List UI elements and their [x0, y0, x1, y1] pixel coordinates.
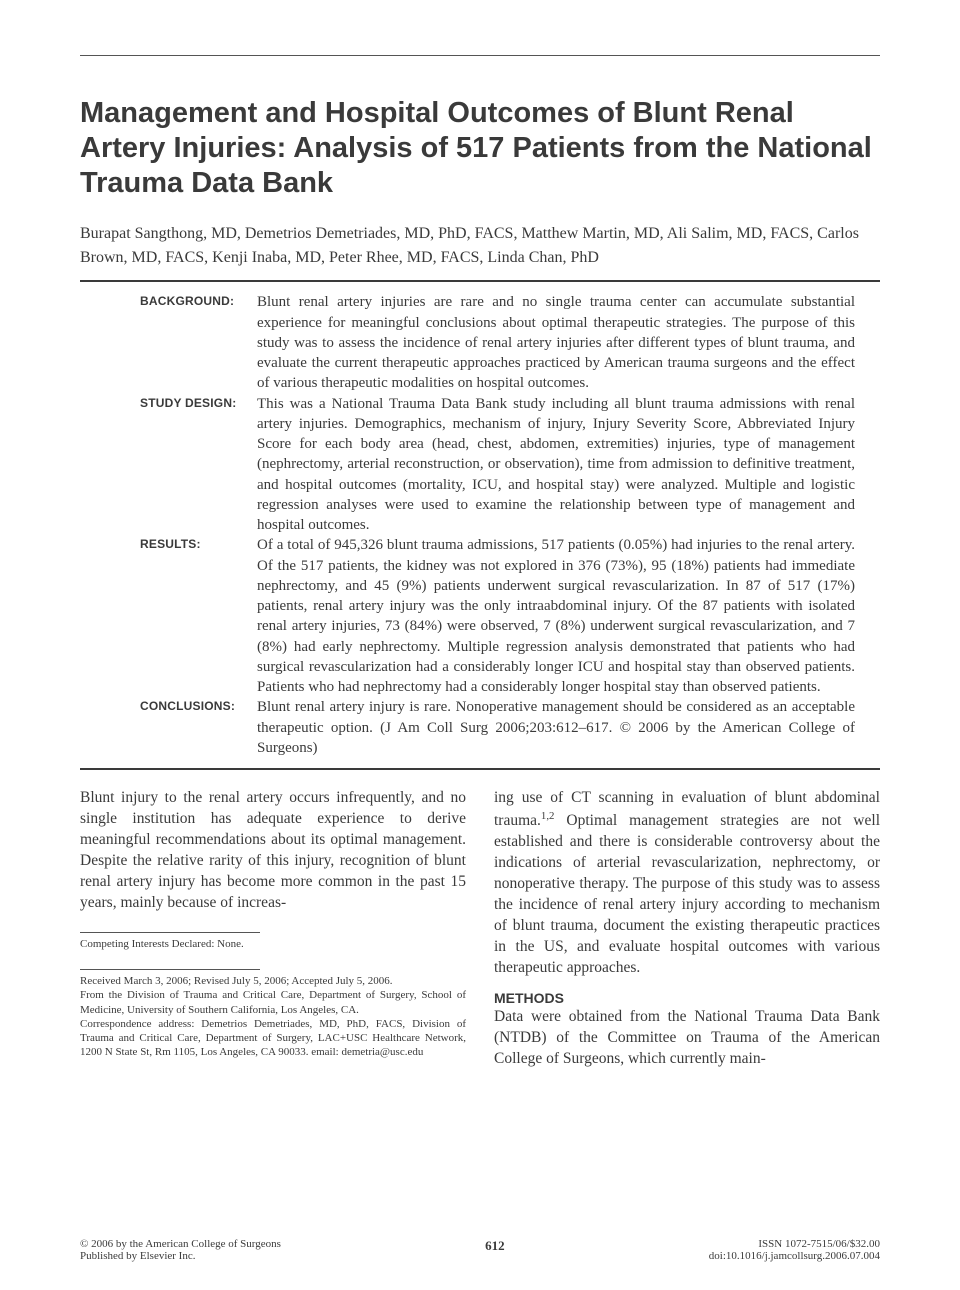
- footnote-rule: [80, 932, 260, 933]
- abstract-row: STUDY DESIGN: This was a National Trauma…: [140, 394, 855, 536]
- intro-paragraph: Blunt injury to the renal artery occurs …: [80, 788, 466, 914]
- footnote-received: Received March 3, 2006; Revised July 5, …: [80, 974, 466, 988]
- footnote-rule: [80, 969, 260, 970]
- col2-text-b: Optimal management strategies are not we…: [494, 812, 880, 975]
- abstract-text-background: Blunt renal artery injuries are rare and…: [257, 292, 855, 393]
- footer-issn: ISSN 1072-7515/06/$32.00: [709, 1238, 880, 1250]
- abstract-row: CONCLUSIONS: Blunt renal artery injury i…: [140, 697, 855, 758]
- top-rule: [80, 55, 880, 56]
- methods-paragraph: Data were obtained from the National Tra…: [494, 1007, 880, 1070]
- page-footer: © 2006 by the American College of Surgeo…: [80, 1238, 880, 1262]
- abstract-label-results: RESULTS:: [140, 535, 257, 697]
- page-number: 612: [485, 1238, 505, 1262]
- footer-publisher: Published by Elsevier Inc.: [80, 1250, 281, 1262]
- page: Management and Hospital Outcomes of Blun…: [0, 0, 960, 1110]
- footer-left: © 2006 by the American College of Surgeo…: [80, 1238, 281, 1262]
- footnote-correspondence: Correspondence address: Demetrios Demetr…: [80, 1017, 466, 1060]
- footnote-affiliation: From the Division of Trauma and Critical…: [80, 988, 466, 1017]
- abstract-label-conclusions: CONCLUSIONS:: [140, 697, 257, 758]
- author-list: Burapat Sangthong, MD, Demetrios Demetri…: [80, 222, 880, 270]
- paper-title: Management and Hospital Outcomes of Blun…: [80, 96, 880, 200]
- abstract-text-results: Of a total of 945,326 blunt trauma admis…: [257, 535, 855, 697]
- abstract-row: BACKGROUND: Blunt renal artery injuries …: [140, 292, 855, 393]
- body-columns: Blunt injury to the renal artery occurs …: [80, 788, 880, 1070]
- footer-doi: doi:10.1016/j.jamcollsurg.2006.07.004: [709, 1250, 880, 1262]
- structured-abstract: BACKGROUND: Blunt renal artery injuries …: [140, 292, 855, 758]
- abstract-row: RESULTS: Of a total of 945,326 blunt tra…: [140, 535, 855, 697]
- col2-paragraph: ing use of CT scanning in evaluation of …: [494, 788, 880, 978]
- abstract-text-study-design: This was a National Trauma Data Bank stu…: [257, 394, 855, 536]
- footnote-competing: Competing Interests Declared: None.: [80, 937, 466, 951]
- section-heading-methods: METHODS: [494, 989, 880, 1008]
- abstract-text-conclusions: Blunt renal artery injury is rare. Nonop…: [257, 697, 855, 758]
- citation-superscript: 1,2: [541, 810, 555, 822]
- heavy-rule-bottom: [80, 768, 880, 770]
- abstract-label-study-design: STUDY DESIGN:: [140, 394, 257, 536]
- heavy-rule-top: [80, 280, 880, 282]
- footer-copyright: © 2006 by the American College of Surgeo…: [80, 1238, 281, 1250]
- abstract-label-background: BACKGROUND:: [140, 292, 257, 393]
- footer-right: ISSN 1072-7515/06/$32.00 doi:10.1016/j.j…: [709, 1238, 880, 1262]
